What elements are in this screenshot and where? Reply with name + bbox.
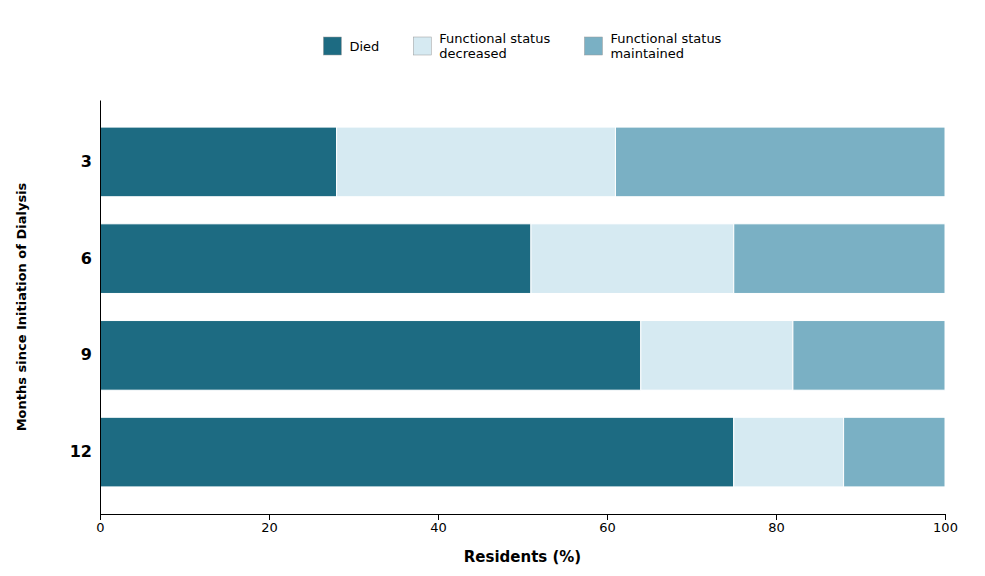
plot: 0 20 40 60 80 100 3 6 9 12 [70,101,958,536]
bar [734,417,844,487]
bar [100,224,531,294]
tick-mark [945,514,946,520]
legend-label: Functional statusdecreased [439,31,550,61]
tick: 9 [81,345,92,364]
tick: 0 [96,514,104,535]
tick-mark [607,514,608,520]
bars [100,127,945,487]
tick: 6 [81,249,92,268]
tick-mark [100,514,101,520]
chart: 0 20 40 60 80 100 3 6 9 12 Residents (%) Months sin… [0,0,985,576]
tick-label: 20 [261,520,278,535]
bar [100,127,337,197]
legend-item: Functional statusdecreased [413,31,550,61]
bar [734,224,945,294]
tick-label: 100 [933,520,958,535]
y-axis: 3 6 9 12 [70,101,101,515]
legend-swatch [323,37,341,55]
legend: Died Functional statusdecreased Functional… [323,31,721,61]
tick-label: 80 [768,520,785,535]
tick-label: 12 [70,442,92,461]
bar [793,321,945,391]
tick: 3 [81,152,92,171]
legend-swatch [584,37,602,55]
bar [337,127,616,197]
legend-label: Died [349,39,379,54]
tick: 40 [430,514,447,535]
axis-line [100,101,101,515]
axis-title: Months since Initiation of Dialysis [14,182,29,431]
legend-label: Functional statusmaintained [610,31,721,61]
tick-label: 40 [430,520,447,535]
x-axis: 0 20 40 60 80 100 [96,514,958,535]
bar [100,417,734,487]
tick: 20 [261,514,278,535]
tick: 60 [599,514,616,535]
tick-label: 9 [81,345,92,364]
bar [844,417,945,487]
bar [641,321,793,391]
bar [531,224,734,294]
tick-label: 60 [599,520,616,535]
tick: 100 [933,514,958,535]
legend-swatch [413,37,431,55]
tick-label: 3 [81,152,92,171]
tick: 80 [768,514,785,535]
tick-mark [269,514,270,520]
tick-mark [438,514,439,520]
tick: 12 [70,442,92,461]
bar [615,127,945,197]
tick-label: 0 [96,520,104,535]
axis-line [101,515,946,521]
tick-label: 6 [81,249,92,268]
bar [100,321,641,391]
tick-mark [776,514,777,520]
series [615,127,945,487]
axis-title: Residents (%) [464,548,581,566]
legend-item: Died [323,37,379,55]
legend-item: Functional statusmaintained [584,31,721,61]
